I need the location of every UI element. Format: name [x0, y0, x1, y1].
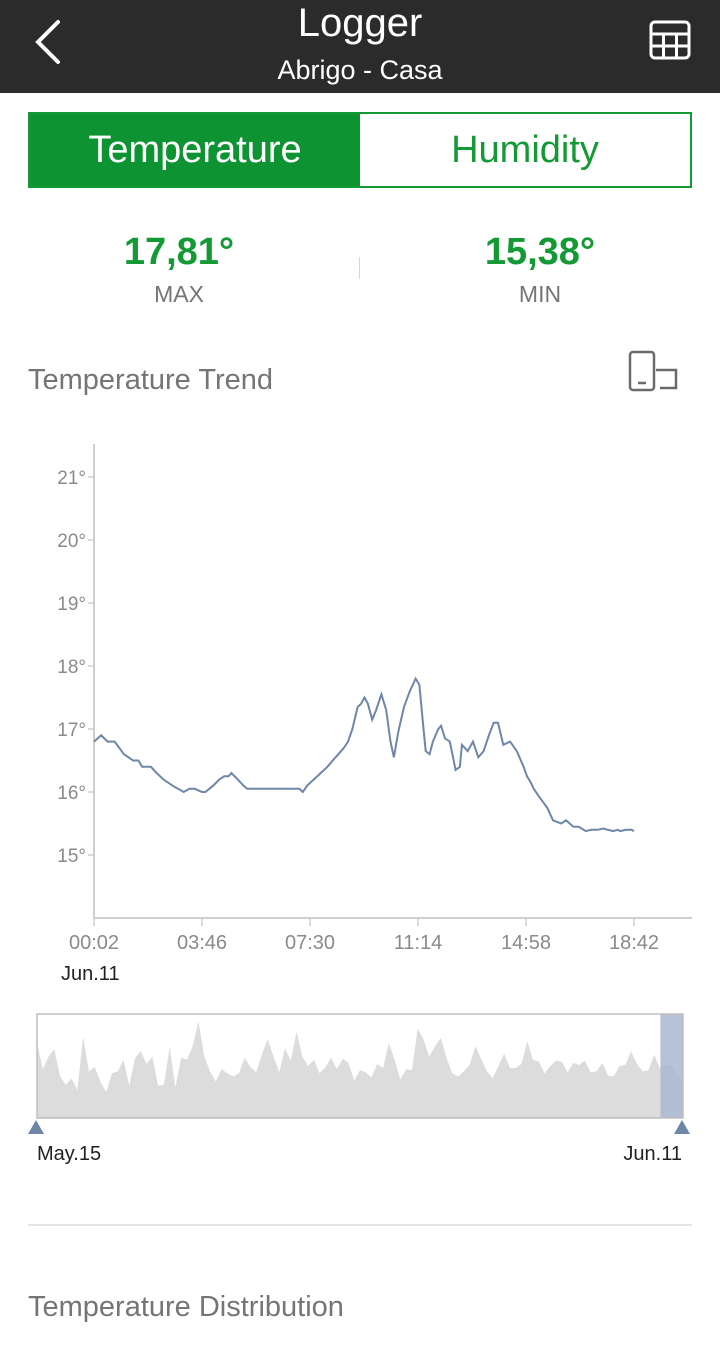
page-subtitle: Abrigo - Casa — [277, 55, 443, 85]
min-stat: 15,38° MIN — [390, 224, 690, 308]
x-tick-label: 07:30 — [285, 932, 335, 954]
max-label: MAX — [154, 281, 204, 307]
range-end-handle[interactable] — [674, 1120, 690, 1134]
max-value: 17,81° — [123, 231, 235, 273]
tab-temperature[interactable]: Temperature — [30, 114, 360, 186]
trend-title: Temperature Trend — [28, 364, 274, 396]
temperature-series-line — [93, 676, 635, 833]
range-start-label: May.15 — [37, 1143, 101, 1165]
range-window[interactable] — [660, 1014, 683, 1118]
x-tick-label: 14:58 — [501, 932, 551, 954]
y-tick-label: 18° — [57, 657, 86, 678]
section-divider — [28, 1224, 692, 1226]
back-button[interactable] — [22, 12, 82, 72]
y-tick-label: 20° — [57, 531, 86, 552]
metric-tabs: Temperature Humidity — [28, 112, 692, 188]
table-view-button[interactable] — [646, 16, 694, 64]
overview-area — [37, 1021, 683, 1118]
stat-divider — [359, 257, 360, 279]
range-end-label: Jun.11 — [623, 1143, 682, 1165]
max-stat: 17,81° MAX — [29, 224, 329, 308]
chevron-left-icon — [35, 20, 60, 64]
y-tick-label: 16° — [57, 783, 86, 804]
x-tick-label: 11:14 — [394, 932, 443, 954]
tab-humidity[interactable]: Humidity — [360, 114, 690, 186]
distribution-title: Temperature Distribution — [28, 1291, 344, 1323]
x-tick-label: 03:46 — [177, 932, 227, 954]
rotate-landscape-icon — [628, 350, 678, 392]
date-label: Jun.11 — [61, 963, 120, 985]
x-tick-label: 00:02 — [69, 932, 119, 954]
y-tick-label: 21° — [57, 468, 86, 489]
page-title: Logger — [297, 1, 423, 45]
y-tick-label: 19° — [57, 594, 86, 615]
app-header: Logger Abrigo - Casa — [0, 0, 720, 93]
overview-frame — [36, 1013, 684, 1119]
min-label: MIN — [518, 281, 562, 307]
rotate-button[interactable] — [626, 350, 684, 394]
min-value: 15,38° — [484, 231, 596, 273]
temperature-trend-chart: 15° 16° 17° 18° 19° 20° 21° 00:02 03:46 07:30 11:… — [57, 444, 692, 985]
y-tick-label: 15° — [57, 846, 86, 867]
range-start-handle[interactable] — [28, 1120, 44, 1134]
y-tick-label: 17° — [57, 720, 86, 741]
table-grid-icon — [649, 20, 691, 60]
overview-range-selector[interactable]: May.15 Jun.11 — [0, 1006, 720, 1166]
x-tick-label: 18:42 — [609, 932, 659, 954]
